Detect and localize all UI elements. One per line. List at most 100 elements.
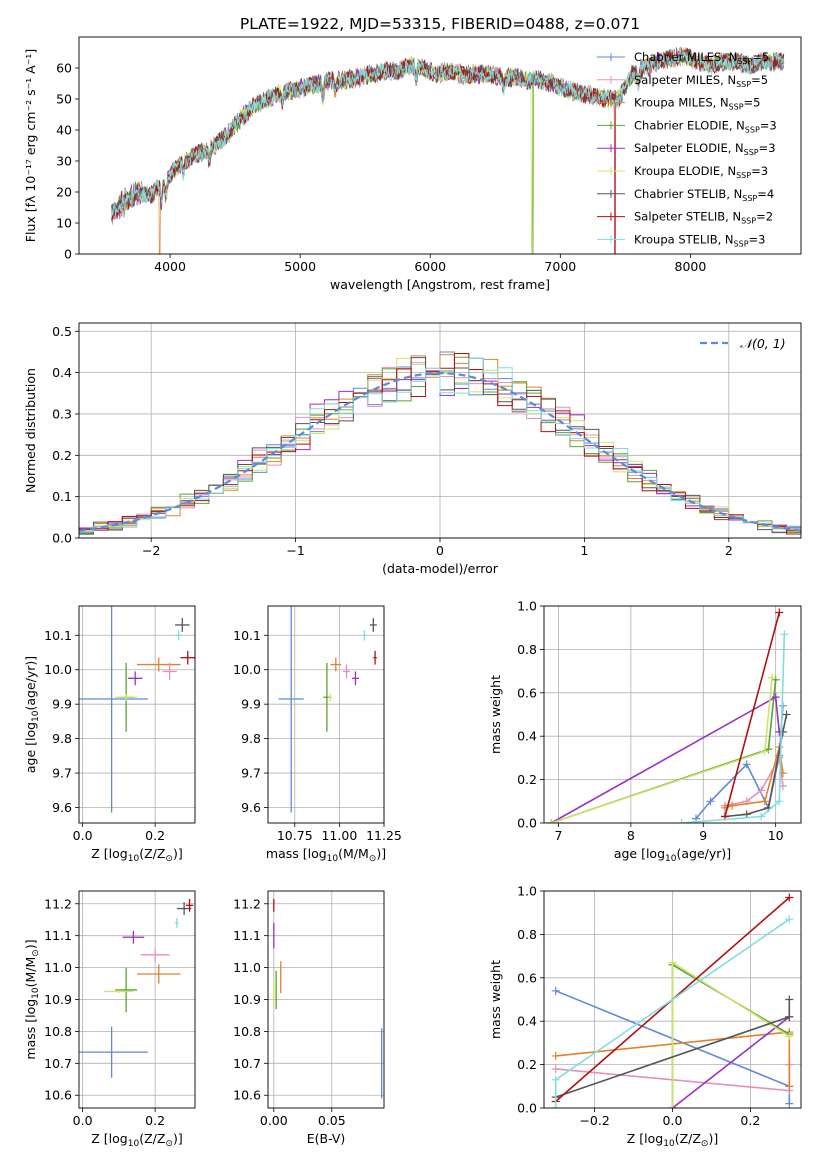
label-part: )] <box>708 1131 718 1146</box>
x-axis-label: Z [log10(Z/Z⊙)] <box>91 846 182 864</box>
axes-frame <box>78 322 802 539</box>
y-tick-label: 10.0 <box>44 662 72 677</box>
legend-part: Kroupa MILES, N <box>634 96 729 110</box>
legend-entry: Chabrier STELIB, NSSP=4 <box>634 187 774 203</box>
weight-marker-kroupa_stelib <box>551 1075 560 1084</box>
x-tick-label: −0.2 <box>579 1113 609 1128</box>
weight-marker-chabrier_miles <box>551 986 560 995</box>
legend-part: =5 <box>752 50 769 64</box>
legend-subscript: SSP <box>744 148 759 157</box>
label-part: (M/M <box>338 846 369 861</box>
legend-entry: Kroupa ELODIE, NSSP=3 <box>634 164 768 180</box>
errorbar-point-salpeter_stelib <box>185 898 194 912</box>
axes-frame <box>78 605 196 824</box>
y-tick-label: 10.1 <box>44 628 72 643</box>
legend-subscript: SSP <box>745 125 760 134</box>
errorbar-point-kroupa_miles <box>330 657 342 672</box>
y-tick-label: 0.8 <box>517 927 537 942</box>
x-tick-label: 10.75 <box>277 828 313 843</box>
x-tick-label: 6000 <box>414 259 446 274</box>
weight-marker-chabrier_miles <box>742 760 751 769</box>
legend-part: =5 <box>744 96 761 110</box>
weight-marker-chabrier_miles <box>785 1099 794 1108</box>
label-part: (age/yr)] <box>23 656 38 711</box>
x-tick-label: 2 <box>725 543 733 558</box>
y-tick-label: 0.6 <box>517 685 537 700</box>
y-axis-label: mass [log10(M/M⊙)] <box>23 939 41 1059</box>
plot-area-age_vs_Z <box>79 606 195 813</box>
legend-entry: Chabrier ELODIE, NSSP=3 <box>634 118 777 134</box>
y-tick-label: 60 <box>56 61 72 76</box>
y-tick-label: 9.6 <box>52 800 72 815</box>
errorbar-point-chabrier_stelib <box>175 618 190 632</box>
weight-marker-kroupa_miles <box>728 801 737 810</box>
weight-marker-kroupa_stelib <box>785 915 794 924</box>
y-tick-label: 20 <box>56 185 72 200</box>
plot-area-weight_vs_Z <box>551 893 794 1108</box>
legend-part: =4 <box>757 187 774 201</box>
axes-spectrum: 4000 5000 6000 7000 8000 0 10 20 30 40 50 60 wavelen… <box>23 36 802 292</box>
y-tick-label: 0.4 <box>52 365 72 380</box>
axes-age_vs_mass: 10.75 11.00 11.25 9.6 9.7 9.8 9.9 10.0 10.1 mass … <box>233 605 402 864</box>
label-subscript: 10 <box>128 854 140 864</box>
legend-subscript: SSP <box>741 217 756 226</box>
x-tick-label: 7000 <box>544 259 576 274</box>
legend-entry: Kroupa STELIB, NSSP=3 <box>634 232 765 248</box>
legend-part: Kroupa ELODIE, N <box>634 164 736 178</box>
errorbar-point-chabrier_stelib <box>369 618 377 632</box>
x-tick-label: 7 <box>555 828 563 843</box>
legend-entry: Salpeter MILES, NSSP=5 <box>634 73 768 89</box>
x-tick-label: 0.2 <box>740 1113 760 1128</box>
errorbar-point-kroupa_elodie <box>328 693 333 701</box>
y-axis-label: mass weight <box>488 675 503 754</box>
legend-entry: Salpeter ELODIE, NSSP=3 <box>634 141 776 157</box>
y-tick-label: 11.1 <box>233 928 261 943</box>
weight-marker-chabrier_stelib <box>785 1012 794 1021</box>
errorbar-point-salpeter_elodie <box>122 930 145 944</box>
weight-marker-kroupa_stelib <box>677 819 686 823</box>
label-subscript: ⊙ <box>31 949 41 957</box>
y-axis-label: Normed distribution <box>23 368 38 493</box>
label-part: (Z/Z <box>139 846 165 861</box>
weight-marker-kroupa_elodie <box>668 1104 677 1108</box>
x-tick-label: −2 <box>142 543 160 558</box>
errorbar-point-salpeter_elodie <box>127 671 143 686</box>
weight-marker-salpeter_miles <box>757 786 766 795</box>
label-subscript: ⊙ <box>701 1139 709 1149</box>
label-subscript: ⊙ <box>165 854 173 864</box>
legend-part: Chabrier ELODIE, N <box>634 118 745 132</box>
label-part: (age/yr)] <box>676 846 731 861</box>
y-tick-label: 9.9 <box>52 697 72 712</box>
plot-area-mass_vs_Z <box>79 898 194 1078</box>
label-subscript: 10 <box>31 987 41 999</box>
residual-legend: 𝒩(0, 1) <box>700 336 786 351</box>
x-axis-label: Z [log10(Z/Z⊙)] <box>91 1131 182 1149</box>
weight-marker-kroupa_miles <box>551 1051 560 1060</box>
y-tick-label: 11.2 <box>233 896 261 911</box>
y-tick-label: 11.0 <box>233 960 261 975</box>
errorbar-point-kroupa_elodie <box>115 693 137 701</box>
legend-part: Kroupa STELIB, N <box>634 232 734 246</box>
legend-part: =3 <box>749 232 766 246</box>
y-tick-label: 0.6 <box>517 970 537 985</box>
errorbar-point-salpeter_stelib <box>180 650 195 665</box>
legend-part: =3 <box>751 164 768 178</box>
x-tick-label: 0.0 <box>663 1113 683 1128</box>
plot-area-weight_vs_age <box>547 608 791 823</box>
x-axis-label: E(B-V) <box>307 1131 346 1146</box>
y-tick-label: 10.0 <box>233 662 261 677</box>
weight-marker-chabrier_miles <box>706 797 715 806</box>
x-tick-label: 0.0 <box>73 1113 93 1128</box>
errorbar-point-kroupa_miles <box>137 657 181 672</box>
errorbar-point-salpeter_miles <box>140 948 170 962</box>
weight-marker-chabrier_elodie <box>771 675 780 684</box>
histogram-step-kroupa_stelib <box>79 357 801 533</box>
axes-residuals: −2 −1 0 1 2 0.0 0.1 0.2 0.3 0.4 0.5 (data-model)/er… <box>23 322 802 576</box>
x-tick-label: 10 <box>768 828 784 843</box>
x-tick-label: 4000 <box>154 259 186 274</box>
x-tick-label: 1 <box>580 543 588 558</box>
axes-frame <box>78 36 802 255</box>
y-tick-label: 1.0 <box>517 599 537 614</box>
y-tick-label: 1.0 <box>517 884 537 899</box>
